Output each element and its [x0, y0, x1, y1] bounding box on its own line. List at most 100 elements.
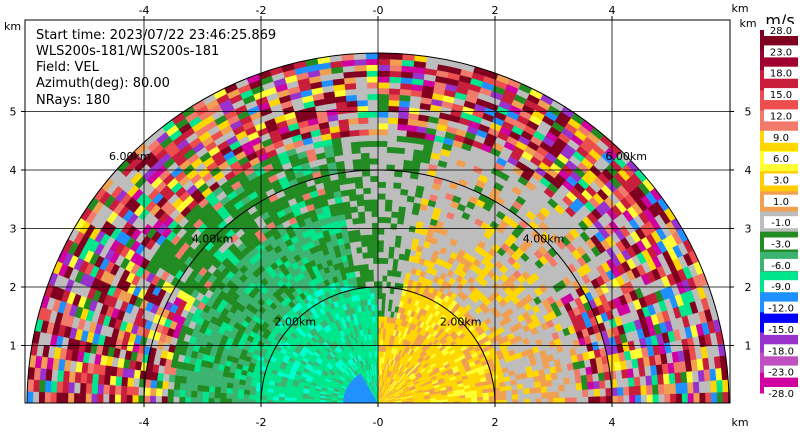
velocity-cell	[362, 246, 368, 252]
velocity-cell	[390, 229, 397, 235]
velocity-cell	[387, 147, 396, 153]
velocity-cell	[387, 264, 392, 270]
velocity-cell	[530, 393, 536, 399]
velocity-cell	[387, 141, 396, 147]
velocity-cell	[378, 141, 387, 147]
velocity-cell	[570, 383, 576, 390]
velocity-cell	[512, 394, 518, 399]
velocity-cell	[378, 76, 389, 82]
velocity-cell	[368, 258, 373, 264]
velocity-cell	[355, 71, 367, 77]
velocity-cell	[361, 153, 370, 159]
velocity-cell	[399, 200, 407, 207]
velocity-cell	[383, 258, 388, 264]
velocity-cell	[711, 380, 718, 392]
velocity-cell	[347, 112, 358, 119]
velocity-cell	[385, 188, 393, 194]
velocity-cell	[364, 205, 371, 211]
velocity-cell	[471, 397, 477, 401]
velocity-cell	[670, 394, 676, 404]
velocity-cell	[553, 385, 559, 392]
velocity-cell	[354, 230, 361, 237]
velocity-cell	[547, 386, 553, 393]
velocity-cell	[369, 153, 378, 159]
velocity-cell	[378, 170, 386, 176]
velocity-cell	[523, 383, 530, 389]
velocity-cell	[687, 382, 693, 393]
velocity-cell	[396, 136, 406, 143]
velocity-cell	[606, 388, 612, 396]
velocity-cell	[665, 394, 671, 404]
velocity-cell	[378, 158, 387, 164]
velocity-cell	[347, 106, 358, 113]
velocity-cell	[378, 240, 384, 246]
velocity-cell	[378, 299, 382, 305]
velocity-cell	[378, 94, 389, 100]
velocity-cell	[523, 388, 529, 394]
velocity-cell	[389, 88, 400, 94]
velocity-cell	[372, 234, 378, 240]
velocity-cell	[385, 299, 389, 305]
velocity-cell	[378, 328, 381, 334]
velocity-cell	[378, 65, 390, 71]
velocity-cell	[396, 230, 403, 237]
velocity-cell	[378, 153, 387, 159]
velocity-cell	[362, 176, 370, 182]
velocity-cell	[367, 76, 378, 82]
velocity-cell	[389, 241, 395, 247]
velocity-cell	[385, 305, 389, 311]
velocity-cell	[378, 322, 381, 328]
velocity-cell	[652, 384, 658, 394]
velocity-cell	[389, 235, 395, 241]
velocity-cell	[382, 281, 387, 287]
velocity-cell	[375, 322, 378, 328]
velocity-cell	[378, 234, 384, 240]
velocity-cell	[378, 258, 383, 264]
velocity-cell	[705, 392, 711, 404]
velocity-cell	[354, 59, 366, 65]
velocity-cell	[384, 311, 388, 317]
velocity-cell	[686, 371, 693, 382]
velocity-cell	[489, 396, 495, 400]
velocity-cell	[369, 158, 378, 164]
velocity-cell	[635, 386, 641, 395]
velocity-cell	[378, 199, 385, 205]
velocity-cell	[389, 77, 401, 83]
velocity-cell	[386, 182, 394, 188]
velocity-cell	[723, 392, 729, 404]
velocity-cell	[366, 59, 378, 65]
velocity-cell	[518, 394, 524, 399]
velocity-cell	[688, 393, 694, 404]
velocity-cell	[352, 218, 359, 225]
velocity-cell	[386, 170, 394, 176]
velocity-cell	[359, 129, 369, 135]
velocity-cell	[552, 379, 559, 386]
velocity-cell	[558, 378, 565, 385]
velocity-cell	[676, 393, 682, 404]
velocity-cell	[378, 59, 390, 65]
velocity-cell	[354, 65, 366, 72]
velocity-cell	[378, 246, 384, 252]
velocity-cell	[382, 275, 387, 281]
velocity-cell	[371, 305, 375, 311]
velocity-cell	[388, 100, 399, 106]
velocity-cell	[378, 264, 383, 270]
velocity-cell	[398, 206, 406, 213]
velocity-cell	[393, 188, 401, 195]
velocity-cell	[669, 373, 676, 384]
velocity-cell	[378, 281, 382, 287]
velocity-cell	[395, 241, 401, 248]
velocity-cell	[506, 395, 512, 400]
velocity-cell	[657, 374, 664, 384]
velocity-cell	[374, 281, 378, 287]
velocity-cell	[354, 176, 362, 183]
velocity-cell	[392, 194, 400, 201]
velocity-cell	[682, 382, 688, 393]
velocity-cell	[600, 388, 606, 396]
velocity-cell	[380, 340, 383, 346]
velocity-cell	[369, 270, 374, 276]
velocity-cell	[396, 141, 406, 148]
velocity-cell	[367, 252, 373, 258]
velocity-cell	[369, 275, 374, 281]
velocity-cell	[387, 153, 396, 159]
